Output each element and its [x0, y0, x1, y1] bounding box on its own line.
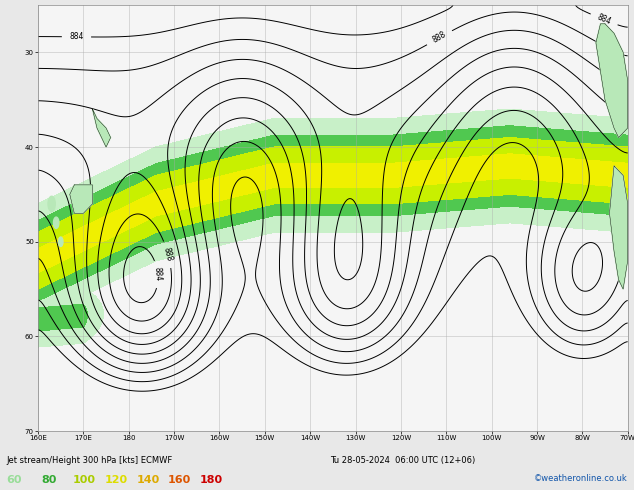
- Circle shape: [58, 237, 63, 246]
- Polygon shape: [596, 24, 628, 138]
- Polygon shape: [70, 185, 93, 213]
- Text: 100: 100: [73, 475, 96, 485]
- Text: 884: 884: [595, 13, 612, 26]
- Text: Tu 28-05-2024  06:00 UTC (12+06): Tu 28-05-2024 06:00 UTC (12+06): [330, 456, 475, 465]
- Text: 888: 888: [431, 30, 448, 45]
- Text: 884: 884: [69, 32, 84, 42]
- Text: 884: 884: [153, 267, 163, 282]
- Polygon shape: [93, 109, 110, 147]
- Text: 888: 888: [162, 246, 174, 263]
- Text: 60: 60: [6, 475, 22, 485]
- Text: 120: 120: [105, 475, 127, 485]
- Text: 80: 80: [41, 475, 56, 485]
- Polygon shape: [609, 166, 628, 289]
- Circle shape: [48, 196, 55, 211]
- Text: Jet stream/Height 300 hPa [kts] ECMWF: Jet stream/Height 300 hPa [kts] ECMWF: [6, 456, 172, 465]
- Text: 140: 140: [136, 475, 160, 485]
- Text: 180: 180: [200, 475, 223, 485]
- Circle shape: [53, 217, 59, 228]
- Text: ©weatheronline.co.uk: ©weatheronline.co.uk: [534, 474, 628, 483]
- Text: 160: 160: [168, 475, 191, 485]
